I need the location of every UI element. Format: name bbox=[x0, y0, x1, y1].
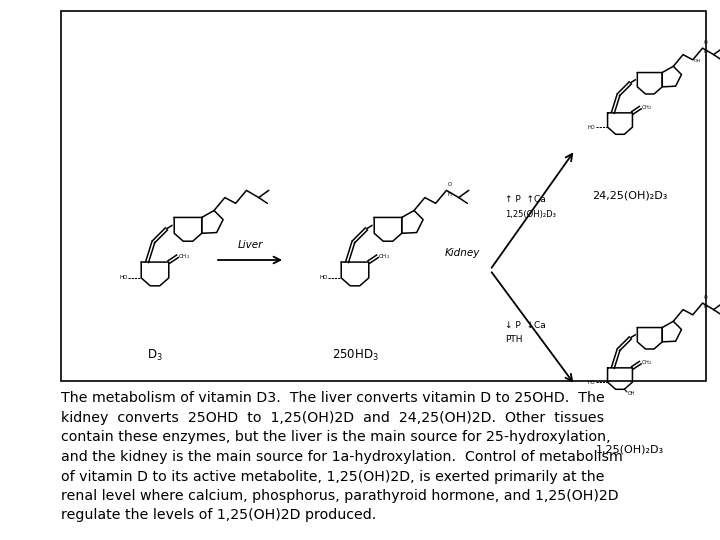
Text: CH$_2$: CH$_2$ bbox=[378, 252, 390, 261]
Text: O: O bbox=[448, 182, 452, 187]
Text: H: H bbox=[704, 50, 708, 55]
Text: OH: OH bbox=[694, 59, 701, 63]
Text: and the kidney is the main source for 1a-hydroxylation.  Control of metabolism: and the kidney is the main source for 1a… bbox=[61, 450, 623, 464]
Text: Kidney: Kidney bbox=[445, 248, 480, 258]
Text: regulate the levels of 1,25(OH)2D produced.: regulate the levels of 1,25(OH)2D produc… bbox=[61, 509, 377, 523]
Text: 24,25(OH)₂D₃: 24,25(OH)₂D₃ bbox=[593, 190, 667, 200]
Text: CH$_2$: CH$_2$ bbox=[641, 103, 652, 112]
Text: 1,25(OH)₂D₃: 1,25(OH)₂D₃ bbox=[505, 211, 556, 219]
Text: Liver: Liver bbox=[238, 240, 263, 250]
Text: renal level where calcium, phosphorus, parathyroid hormone, and 1,25(OH)2D: renal level where calcium, phosphorus, p… bbox=[61, 489, 618, 503]
Text: ↓ P  ↓Ca: ↓ P ↓Ca bbox=[505, 321, 546, 329]
Text: H: H bbox=[704, 305, 708, 309]
Text: PTH: PTH bbox=[505, 335, 523, 345]
Text: 250HD$_3$: 250HD$_3$ bbox=[331, 348, 379, 363]
Text: contain these enzymes, but the liver is the main source for 25-hydroxylation,: contain these enzymes, but the liver is … bbox=[61, 430, 611, 444]
Text: 1,25(OH)₂D₃: 1,25(OH)₂D₃ bbox=[596, 445, 664, 455]
Text: HO: HO bbox=[588, 125, 595, 130]
Text: ↑ P  ↑Ca: ↑ P ↑Ca bbox=[505, 195, 546, 205]
Text: CH$_2$: CH$_2$ bbox=[178, 252, 190, 261]
Text: HO: HO bbox=[588, 380, 595, 384]
Text: of vitamin D to its active metabolite, 1,25(OH)2D, is exerted primarily at the: of vitamin D to its active metabolite, 1… bbox=[61, 469, 605, 483]
Text: HO: HO bbox=[120, 275, 127, 280]
Text: HO: HO bbox=[319, 275, 328, 280]
Text: The metabolism of vitamin D3.  The liver converts vitamin D to 25OHD.  The: The metabolism of vitamin D3. The liver … bbox=[61, 392, 605, 406]
Text: OH: OH bbox=[628, 392, 635, 396]
Text: H: H bbox=[448, 192, 451, 197]
Text: O: O bbox=[704, 40, 708, 45]
Bar bbox=[61, 11, 706, 381]
Text: CH$_2$: CH$_2$ bbox=[641, 358, 652, 367]
Text: O: O bbox=[704, 295, 708, 300]
Text: kidney  converts  25OHD  to  1,25(OH)2D  and  24,25(OH)2D.  Other  tissues: kidney converts 25OHD to 1,25(OH)2D and … bbox=[61, 411, 604, 425]
Text: D$_3$: D$_3$ bbox=[147, 348, 163, 363]
